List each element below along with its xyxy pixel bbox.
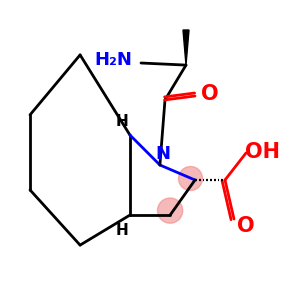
Polygon shape xyxy=(183,30,189,65)
Text: O: O xyxy=(237,217,255,236)
Text: H₂N: H₂N xyxy=(94,51,132,69)
Circle shape xyxy=(158,198,183,223)
Text: N: N xyxy=(155,145,170,163)
Text: H: H xyxy=(116,114,129,129)
Circle shape xyxy=(178,167,203,191)
Text: H: H xyxy=(116,223,129,238)
Text: OH: OH xyxy=(245,142,280,161)
Text: O: O xyxy=(201,85,218,104)
